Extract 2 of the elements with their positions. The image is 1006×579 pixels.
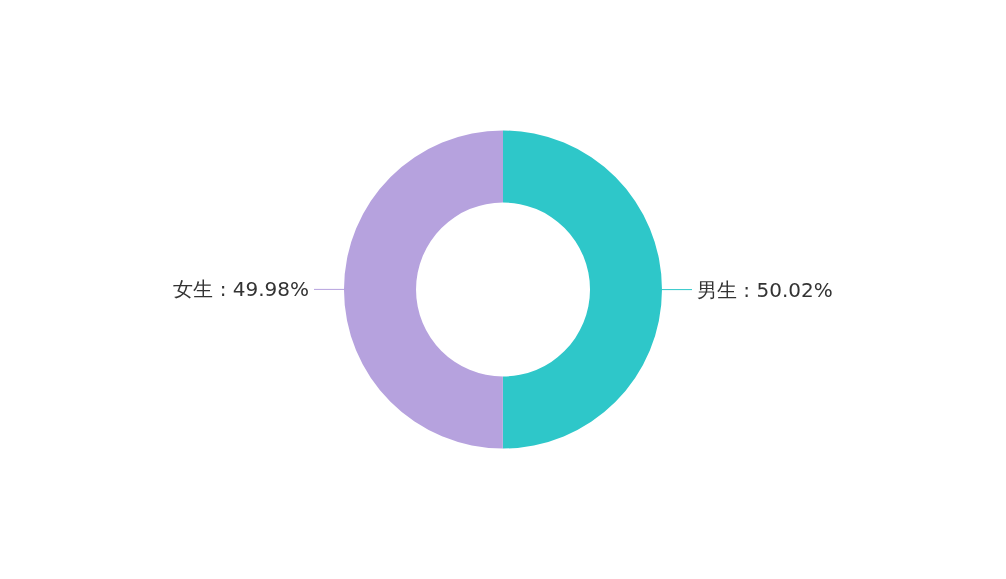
slice-label: 女生 : 49.98% [173, 277, 309, 302]
slice-label: 男生 : 50.02% [697, 277, 833, 302]
